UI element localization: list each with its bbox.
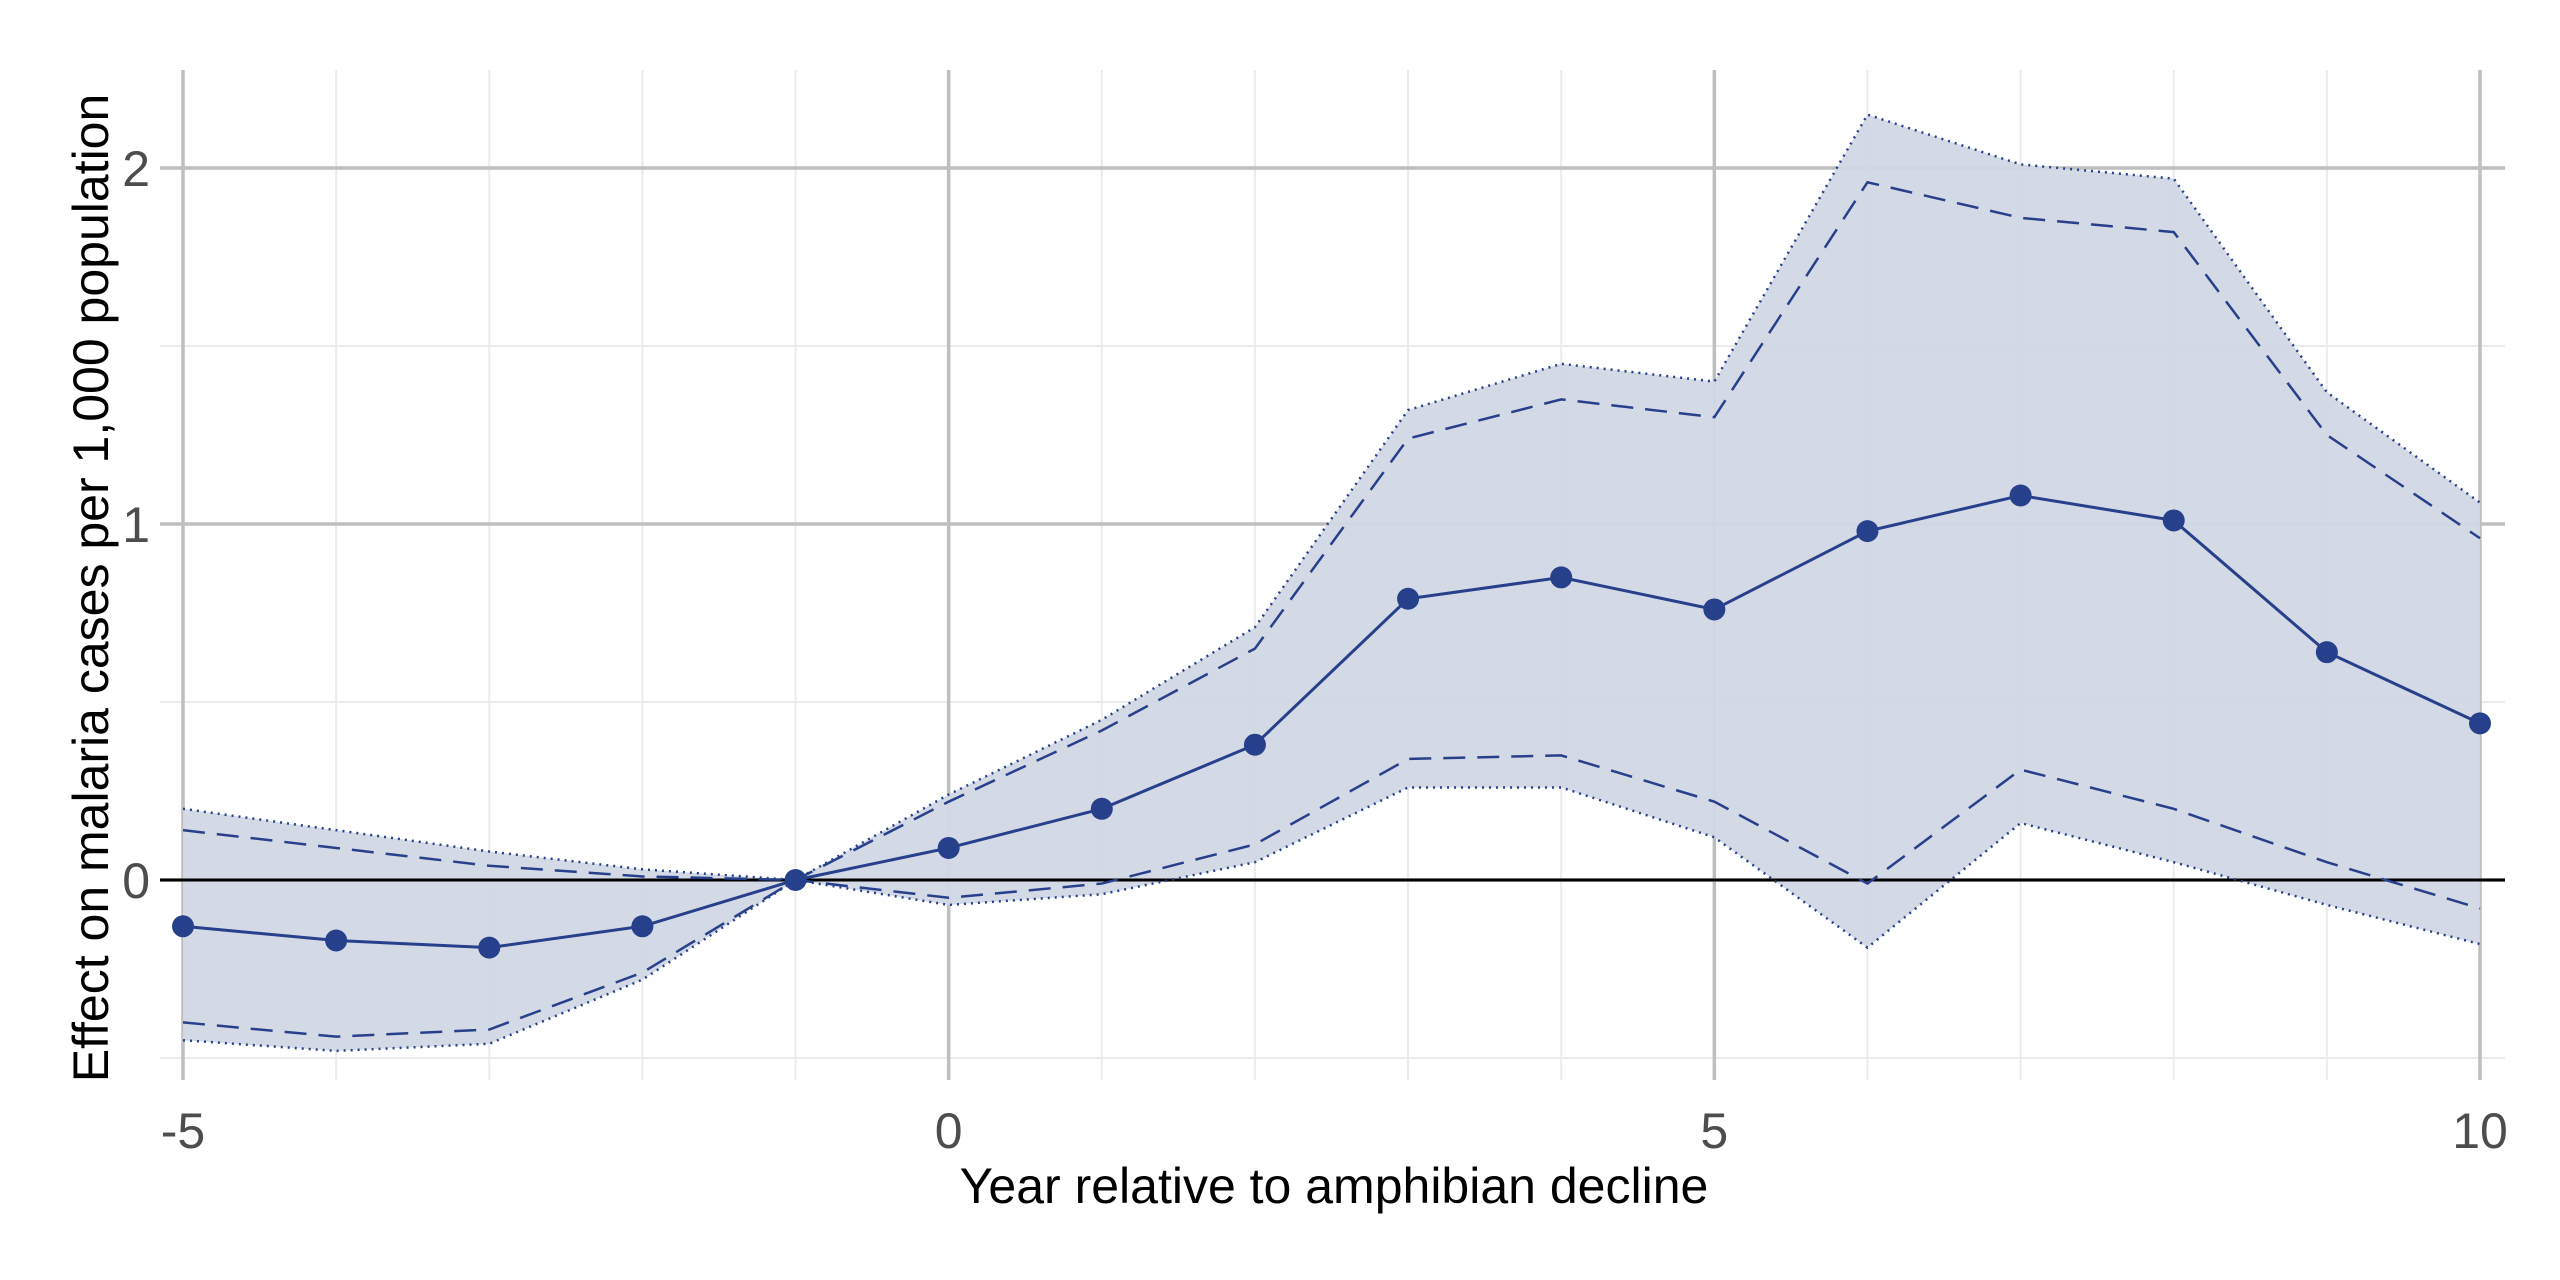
inner-ci-upper-line [182,180,2481,882]
estimate-point [1550,566,1573,589]
estimate-point [1856,520,1879,543]
estimate-point [784,869,807,891]
estimate-point [2469,712,2491,735]
estimate-point [1397,587,1420,610]
tick-labels: -5 0 5 10 0 1 2 [122,141,2508,1159]
x-tick-label: 10 [2452,1103,2508,1159]
series-lines [182,113,2481,1053]
estimate-point [1703,598,1726,621]
series-points [172,484,2491,959]
inner-ci-lower-line [182,754,2481,1038]
estimate-point [478,936,501,959]
confidence-band-area [183,114,2480,1051]
y-axis-title: Effect on malaria cases per 1,000 popula… [63,94,119,1083]
outer-ci-lower-line [182,786,2481,1053]
confidence-band [183,114,2480,1051]
estimate-point [2009,484,2032,507]
estimate-point [937,836,960,859]
x-axis-title: Year relative to amphibian decline [960,1158,1709,1214]
y-tick-label: 1 [122,497,150,553]
estimate-point [2315,641,2338,664]
estimate-point [1090,797,1113,820]
x-tick-label: 0 [935,1103,963,1159]
outer-ci-upper-line [182,113,2481,882]
estimate-point [2162,509,2185,532]
x-tick-label: -5 [161,1103,205,1159]
estimate-point [325,929,348,952]
estimate-point [172,915,194,938]
y-tick-label: 2 [122,141,150,197]
estimate-point [631,915,654,938]
estimate-line [182,493,2481,950]
estimate-point [1243,733,1266,756]
x-tick-label: 5 [1700,1103,1728,1159]
y-tick-label: 0 [122,853,150,909]
